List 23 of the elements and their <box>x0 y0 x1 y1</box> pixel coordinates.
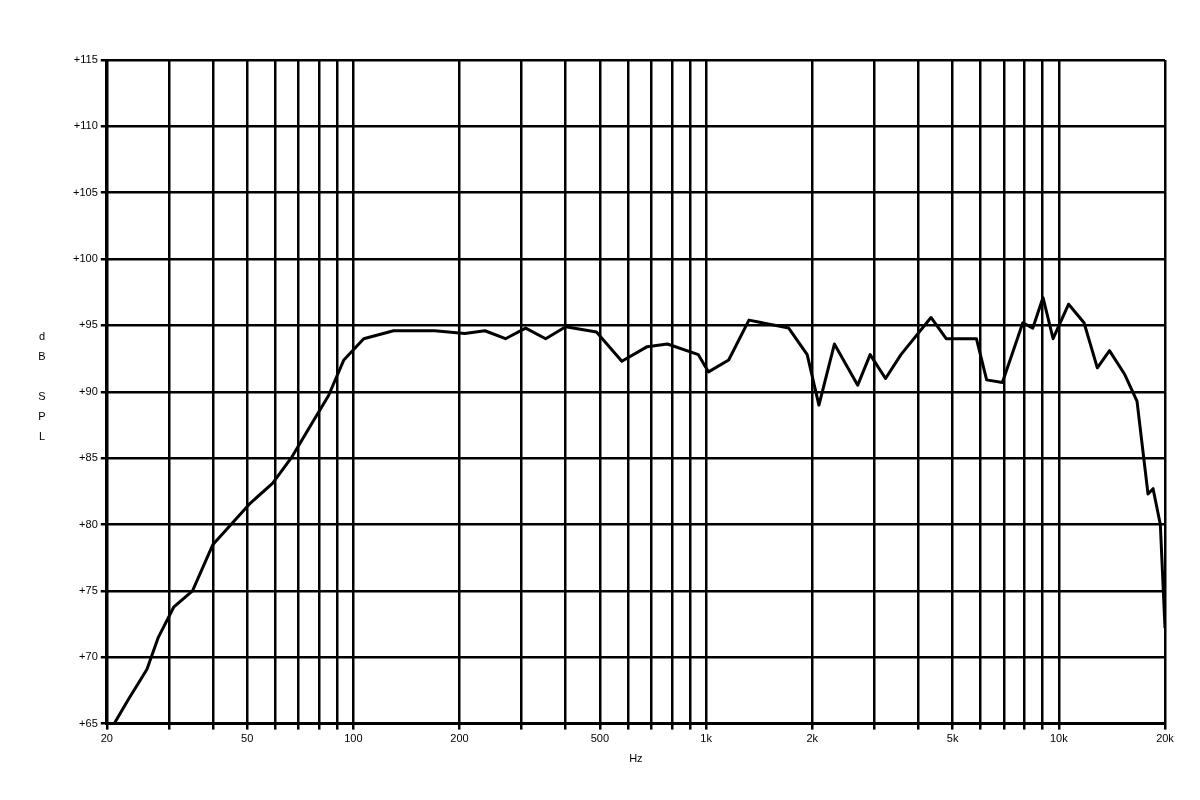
x-tick-label: 200 <box>450 732 469 745</box>
x-tick-label: 1k <box>700 732 713 745</box>
y-tick-label: +75 <box>79 583 98 596</box>
x-tick-label: 5k <box>946 732 959 745</box>
y-tick-label: +110 <box>73 119 98 132</box>
x-tick-label: 2k <box>806 732 819 745</box>
y-tick-label: +80 <box>79 517 98 530</box>
y-tick-label: +90 <box>79 384 98 397</box>
x-tick-label: 500 <box>590 732 610 745</box>
x-tick-label: 50 <box>241 732 254 745</box>
y-tick-label: +85 <box>79 451 98 464</box>
y-tick-label: +70 <box>79 650 98 663</box>
y-tick-label: +100 <box>73 252 98 265</box>
y-tick-label: +105 <box>73 185 98 198</box>
x-tick-label: 10k <box>1049 732 1069 745</box>
y-axis-title: dB SPL <box>36 330 48 450</box>
x-axis-title: Hz <box>629 752 643 765</box>
x-tick-label: 20k <box>1156 732 1175 745</box>
y-tick-label: +95 <box>79 318 98 331</box>
x-tick-label: 100 <box>344 732 363 745</box>
y-tick-label: +65 <box>79 716 98 729</box>
y-tick-label: +115 <box>73 53 98 66</box>
x-tick-label: 20 <box>100 732 113 745</box>
